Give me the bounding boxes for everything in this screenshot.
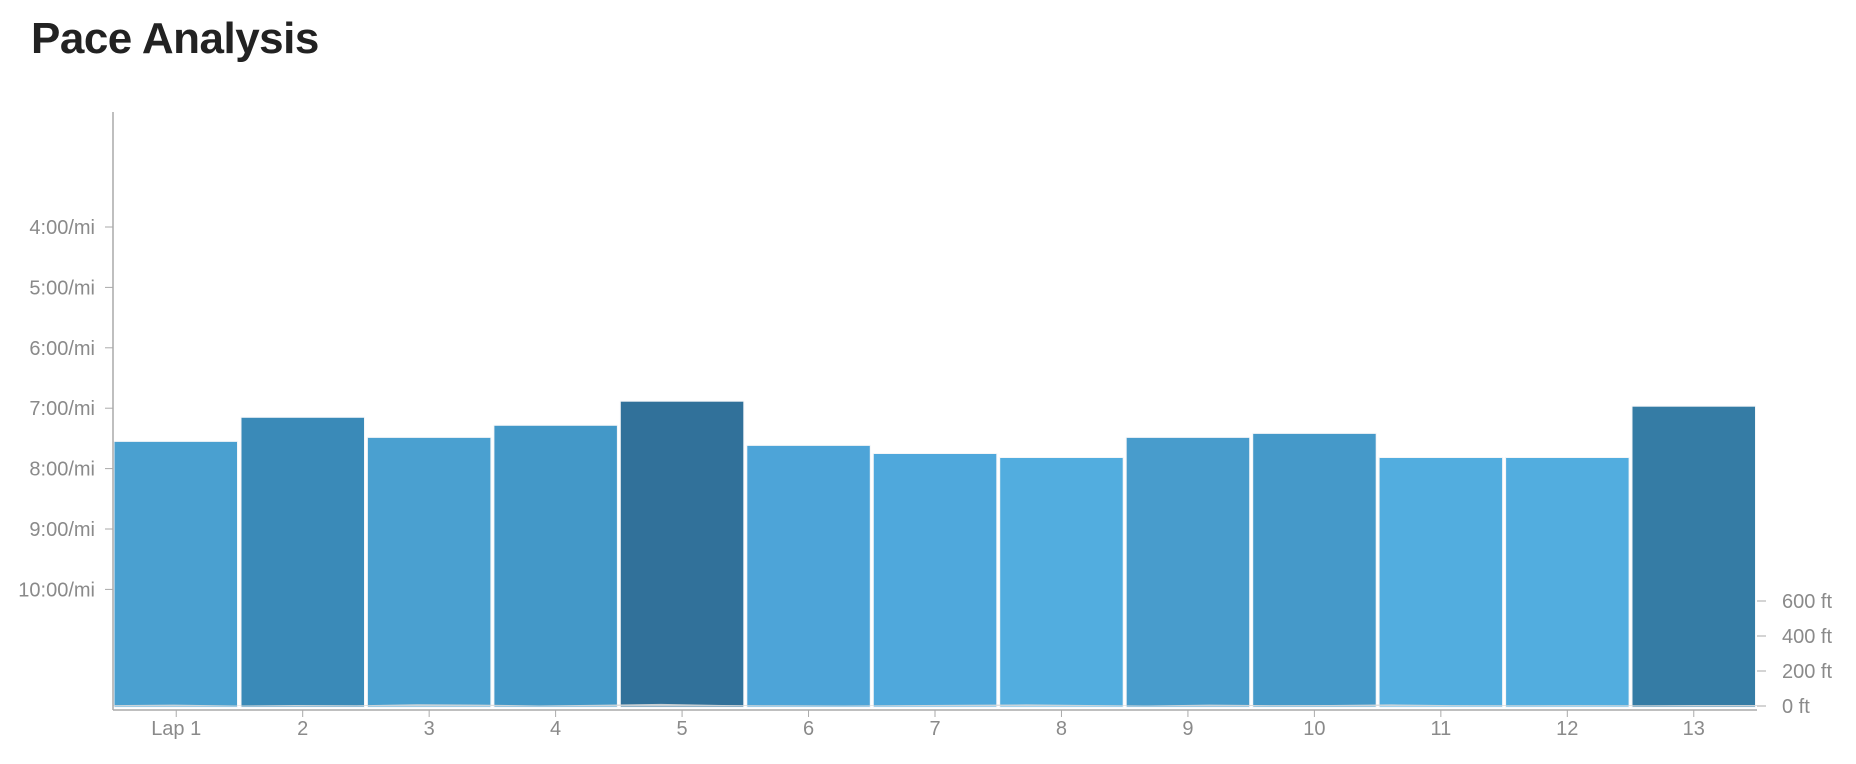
lap-tick-label: 2 — [297, 718, 308, 740]
pace-bar — [1631, 405, 1756, 708]
pace-bar — [746, 444, 871, 708]
lap-tick-label: 6 — [803, 718, 814, 740]
lap-tick-label: 11 — [1430, 718, 1451, 740]
lap-tick-label: 10 — [1303, 718, 1325, 740]
pace-bar — [999, 457, 1124, 708]
lap-tick-label: 12 — [1556, 718, 1578, 740]
pace-tick-label: 4:00/mi — [29, 217, 95, 239]
pace-tick-label: 8:00/mi — [29, 459, 95, 481]
lap-tick-label: 7 — [929, 718, 940, 740]
lap-tick-label: Lap 1 — [151, 718, 201, 740]
elevation-tick-label: 0 ft — [1782, 696, 1810, 718]
lap-axis-ticks: Lap 1 2 3 4 5 6 7 8 9 10 11 12 13 — [151, 710, 1705, 740]
lap-tick-label: 4 — [550, 718, 561, 740]
pace-bar — [113, 440, 238, 708]
pace-bar — [493, 424, 618, 708]
elevation-tick-label: 200 ft — [1782, 661, 1832, 683]
pace-tick-label: 10:00/mi — [18, 579, 95, 601]
pace-axis-ticks: 4:00/mi 5:00/mi 6:00/mi 7:00/mi 8:00/mi 9:00/… — [18, 217, 113, 601]
elevation-tick-label: 400 ft — [1782, 626, 1832, 648]
chart-title: Pace Analysis — [31, 14, 319, 63]
bars-layer — [113, 400, 1756, 708]
elevation-axis-ticks: 0 ft 200 ft 400 ft 600 ft — [1757, 591, 1832, 718]
pace-bar — [1378, 457, 1504, 708]
pace-bar — [1252, 432, 1377, 708]
pace-tick-label: 6:00/mi — [29, 338, 95, 360]
pace-bar — [366, 436, 492, 708]
pace-tick-label: 7:00/mi — [29, 398, 95, 420]
pace-bar — [1125, 436, 1251, 708]
lap-tick-label: 3 — [424, 718, 435, 740]
lap-tick-label: 8 — [1056, 718, 1067, 740]
elevation-layer — [113, 703, 1757, 706]
pace-bar — [1505, 457, 1630, 708]
elevation-profile — [113, 703, 1757, 706]
pace-bar — [619, 400, 745, 708]
elevation-tick-label: 600 ft — [1782, 591, 1832, 613]
lap-tick-label: 13 — [1683, 718, 1705, 740]
pace-bar — [872, 453, 998, 708]
lap-tick-label: 5 — [677, 718, 688, 740]
pace-tick-label: 5:00/mi — [29, 277, 95, 299]
pace-tick-label: 9:00/mi — [29, 519, 95, 541]
pace-bar — [240, 416, 365, 708]
lap-tick-label: 9 — [1182, 718, 1193, 740]
